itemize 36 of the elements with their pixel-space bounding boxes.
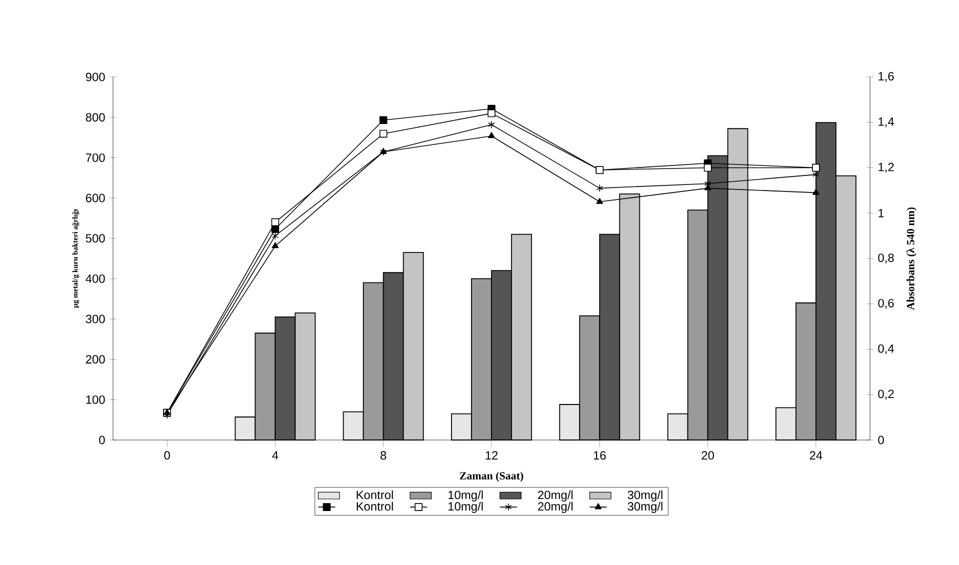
y2-axis-title: Absorbans (λ 540 nm) [906,207,917,310]
y-tick-label: 900 [86,72,105,82]
y-tick-label: 700 [86,153,105,162]
x-tick-label: 12 [486,451,498,460]
y2-tick-label: 1,4 [878,118,894,128]
y-tick-label: 400 [86,274,105,283]
x-tick-label: 4 [272,451,278,460]
x-tick-label: 16 [594,451,606,460]
y-tick-label: 600 [86,194,105,202]
y-tick-label: 300 [86,314,105,324]
y2-tick-label: 1 [878,209,884,218]
y-tick-label: 200 [86,355,105,364]
y2-tick-label: 1,2 [878,162,894,173]
legend-label: Kontrol [356,490,393,500]
y2-tick-label: 0,2 [878,390,894,400]
y2-tick-label: 0,6 [878,298,894,309]
legend-label: 10mg/l [448,490,483,502]
y2-tick-label: 0,8 [878,254,894,264]
x-tick-label: 8 [380,451,386,460]
y-tick-label: 800 [86,113,105,122]
y2-tick-label: 1,6 [878,72,894,82]
y-tick-label: 100 [86,395,105,404]
legend-label: 20mg/l [538,502,573,513]
legend-label: 30mg/l [628,502,662,513]
y-tick-label: 500 [86,234,105,243]
legend-label: Kontrol [356,502,393,511]
y-tick-label: 0 [99,436,105,444]
legend-label: 20mg/l [538,490,573,502]
legend-label: 10mg/l [448,502,483,513]
legend-label: 30mg/l [628,490,662,502]
x-tick-label: 20 [702,451,714,460]
x-tick-label: 0 [164,451,170,460]
x-axis-title: Zaman (Saat) [460,472,524,482]
y2-tick-label: 0 [878,436,884,444]
x-tick-label: 24 [810,451,822,460]
y2-tick-label: 0,4 [878,344,894,354]
